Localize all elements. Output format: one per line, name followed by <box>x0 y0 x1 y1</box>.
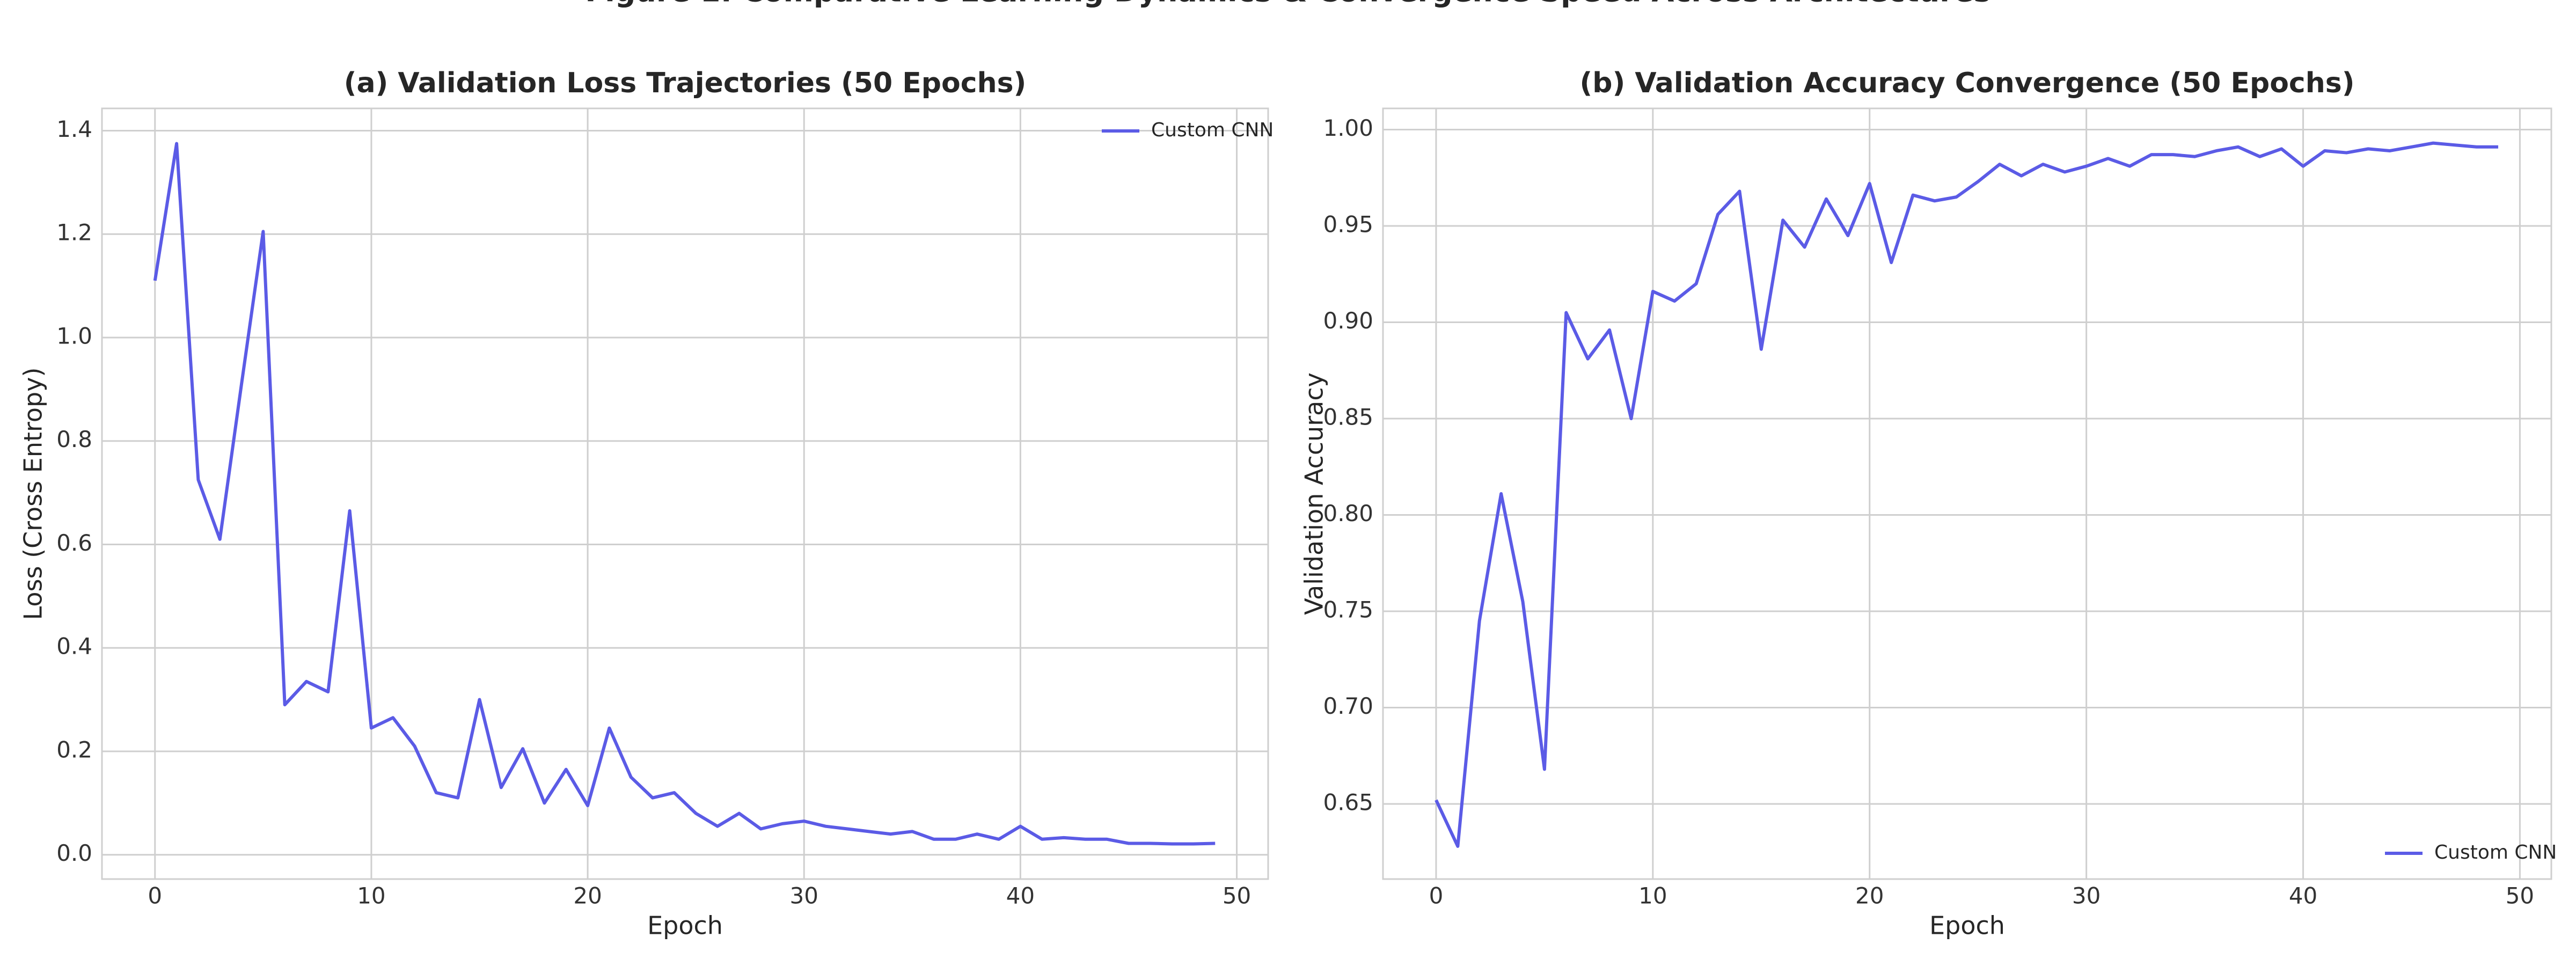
y-tick-label: 0.2 <box>56 736 92 763</box>
data-line <box>1435 141 2499 848</box>
figure-title: Figure 1: Comparative Learning Dynamics … <box>585 0 1990 9</box>
chart-title: (a) Validation Loss Trajectories (50 Epo… <box>344 67 1027 99</box>
y-tick-label: 0.4 <box>56 633 92 660</box>
y-tick-label: 0.95 <box>1323 211 1373 237</box>
y-tick-label: 1.4 <box>56 116 92 142</box>
axes-frame <box>101 107 1269 880</box>
y-tick-label: 1.2 <box>56 219 92 246</box>
x-tick-label: 20 <box>573 883 602 909</box>
x-tick-label: 50 <box>2506 883 2534 909</box>
x-tick-label: 10 <box>1638 883 1667 909</box>
x-tick-label: 10 <box>357 883 385 909</box>
x-tick-label: 30 <box>2072 883 2101 909</box>
legend-label: Custom CNN <box>2434 841 2557 863</box>
x-tick-label: 30 <box>790 883 818 909</box>
y-tick-label: 1.0 <box>56 323 92 349</box>
x-axis-label: Epoch <box>1929 911 2005 940</box>
x-tick-label: 0 <box>1429 883 1444 909</box>
x-tick-label: 40 <box>2289 883 2317 909</box>
y-tick-label: 0.70 <box>1323 693 1373 719</box>
y-tick-label: 0.8 <box>56 426 92 452</box>
y-tick-label: 0.90 <box>1323 308 1373 334</box>
y-tick-label: 1.00 <box>1323 115 1373 141</box>
y-axis-label: Validation Accuracy <box>1300 372 1329 615</box>
y-tick-label: 0.75 <box>1323 596 1373 623</box>
y-tick-label: 0.65 <box>1323 789 1373 815</box>
y-tick-label: 0.85 <box>1323 404 1373 430</box>
x-tick-label: 20 <box>1855 883 1884 909</box>
chart-title: (b) Validation Accuracy Convergence (50 … <box>1580 67 2355 99</box>
x-tick-label: 40 <box>1006 883 1035 909</box>
x-tick-label: 0 <box>148 883 162 909</box>
x-axis-label: Epoch <box>647 911 723 940</box>
y-axis-label: Loss (Cross Entropy) <box>19 368 48 620</box>
data-line <box>153 142 1216 846</box>
legend-label: Custom CNN <box>1151 119 1274 141</box>
y-tick-label: 0.0 <box>56 840 92 866</box>
y-tick-label: 0.80 <box>1323 500 1373 526</box>
y-tick-label: 0.6 <box>56 530 92 556</box>
x-tick-label: 50 <box>1223 883 1251 909</box>
axes-frame <box>1382 107 2552 880</box>
